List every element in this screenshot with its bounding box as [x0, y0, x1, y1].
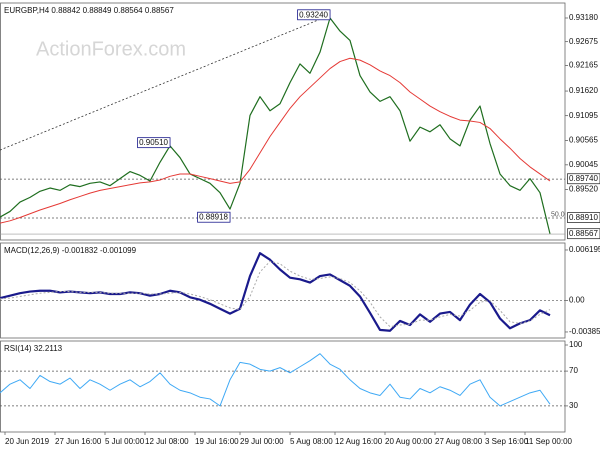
- y-tick-label: 0.91620: [569, 86, 598, 95]
- y-tick-label: 70: [569, 366, 578, 375]
- panel-frame: [0, 242, 566, 339]
- y-tick-label: 0.92165: [569, 61, 598, 70]
- panel-frame: [0, 340, 566, 433]
- y-tick-label: 0.89520: [569, 185, 598, 194]
- y-tick-label: 100: [569, 340, 583, 349]
- fib-label: 50.0: [551, 212, 565, 219]
- last-price-label: 0.88567: [569, 229, 598, 238]
- panel-frame: [0, 2, 566, 241]
- x-tick-label: 27 Aug 08:00: [435, 437, 483, 446]
- x-tick-label: 3 Sep 16:00: [485, 437, 529, 446]
- series-line: [0, 353, 551, 407]
- y-tick-label: -0.003851: [569, 327, 600, 336]
- x-tick-label: 19 Jul 16:00: [195, 437, 239, 446]
- callout-label: 0.90510: [139, 138, 168, 147]
- y-tick-label: 0.93180: [569, 13, 598, 22]
- y-tick-label: 0.90045: [569, 160, 598, 169]
- callout-label: 0.93240: [299, 10, 328, 19]
- panel-title: RSI(14) 32.2113: [4, 344, 63, 353]
- x-tick-label: 12 Jul 08:00: [145, 437, 189, 446]
- y-tick-label: 0.00: [569, 296, 585, 305]
- level-label: 0.88910: [569, 213, 598, 222]
- series-line: [0, 17, 551, 235]
- callout-label: 0.88918: [199, 213, 228, 222]
- x-tick-label: 20 Jun 2019: [5, 437, 50, 446]
- watermark: ActionForex.com: [36, 38, 186, 60]
- x-tick-label: 11 Sep 00:00: [525, 437, 573, 446]
- x-tick-label: 5 Aug 08:00: [290, 437, 333, 446]
- series-line: [0, 260, 551, 328]
- series-line: [0, 252, 551, 332]
- series-line: [0, 57, 551, 224]
- x-tick-label: 5 Jul 00:00: [105, 437, 145, 446]
- panel-title: EURGBP,H4 0.88842 0.88849 0.88564 0.8856…: [4, 6, 174, 15]
- x-tick-label: 12 Aug 16:00: [335, 437, 383, 446]
- y-tick-label: 30: [569, 401, 578, 410]
- x-tick-label: 20 Aug 00:00: [385, 437, 433, 446]
- panel-title: MACD(12,26,9) -0.001832 -0.001099: [4, 246, 137, 255]
- y-tick-label: 0.006195: [569, 245, 600, 254]
- y-tick-label: 0.92675: [569, 37, 598, 46]
- x-tick-label: 27 Jun 16:00: [55, 437, 102, 446]
- series-line: [0, 14, 331, 151]
- y-tick-label: 0.90565: [569, 136, 598, 145]
- y-tick-label: 0.91095: [569, 111, 598, 120]
- label-box: [137, 137, 171, 149]
- level-label: 0.89740: [569, 174, 598, 183]
- x-tick-label: 29 Jul 00:00: [240, 437, 284, 446]
- label-box: [297, 9, 331, 21]
- label-box: [197, 211, 231, 223]
